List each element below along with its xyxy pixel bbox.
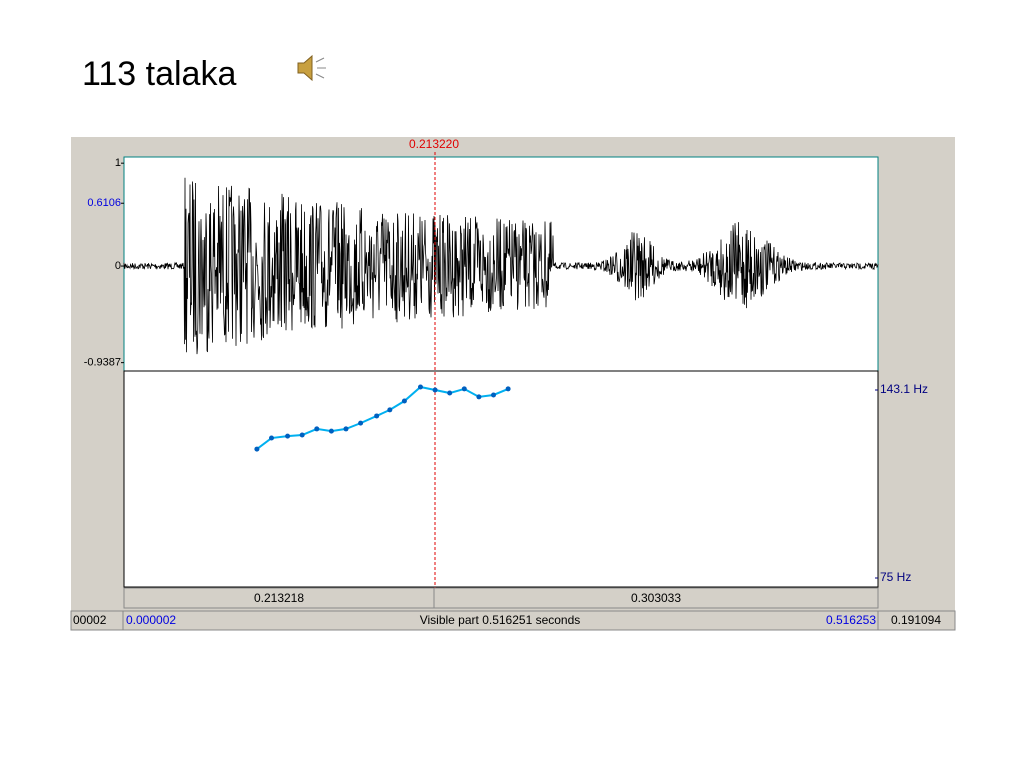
pitch-frame [123, 370, 879, 588]
plot-area [124, 157, 878, 587]
part-duration: 0.213218 [254, 591, 304, 605]
waveform [123, 177, 879, 355]
pitch-point [299, 432, 305, 438]
pitch-point [387, 407, 393, 413]
part-duration: 0.303033 [631, 591, 681, 605]
pitch-point [505, 386, 511, 392]
pitch-point [254, 446, 260, 452]
pitch-point [285, 433, 291, 439]
status-text: 00002 [73, 613, 107, 627]
pitch-point [374, 413, 380, 419]
amplitude-label: 1 [115, 157, 121, 169]
pitch-point [447, 390, 453, 396]
amplitude-label: -0.9387 [84, 357, 121, 369]
speaker-icon[interactable] [297, 54, 326, 82]
pitch-point [401, 398, 407, 404]
pitch-point [328, 428, 334, 434]
pitch-point [417, 384, 423, 390]
amplitude-label: 0.6106 [87, 197, 121, 209]
pitch-point [432, 387, 438, 393]
pitch-point [476, 394, 482, 400]
pitch-point [358, 420, 364, 426]
status-cell[interactable] [877, 610, 956, 631]
status-text: 0.516253 [826, 613, 876, 627]
pitch-point [491, 392, 497, 398]
status-text: Visible part 0.516251 seconds [420, 613, 581, 627]
slide-title: 113 talaka [82, 55, 236, 93]
amplitude-label: 0 [115, 260, 121, 272]
selection-part[interactable] [433, 587, 879, 609]
status-text: 0.191094 [891, 613, 941, 627]
pitch-point [314, 426, 320, 432]
pitch-point [461, 386, 467, 392]
cursor-time: 0.213220 [409, 137, 459, 151]
status-text: 0.000002 [126, 613, 176, 627]
pitch-point [343, 426, 349, 432]
pitch-label: 75 Hz [880, 570, 911, 584]
pitch-label: 143.1 Hz [880, 382, 928, 396]
pitch-point [269, 435, 275, 441]
